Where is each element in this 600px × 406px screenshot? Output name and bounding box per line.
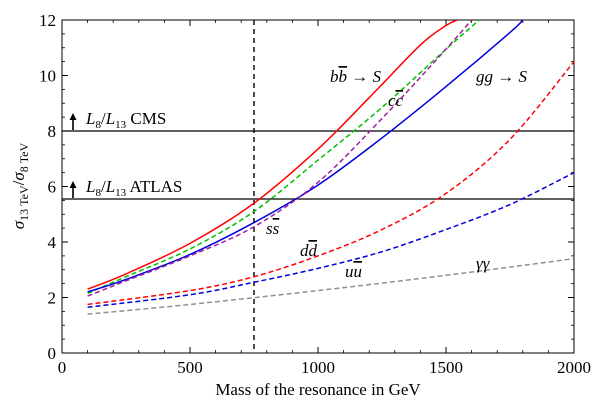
- arrow-head-icon: [69, 181, 77, 188]
- y-tick-label: 4: [48, 233, 57, 252]
- x-axis-label: Mass of the resonance in GeV: [215, 380, 421, 399]
- series-label-dd: dd: [300, 241, 318, 260]
- atlas-reference-label: L8/L13 ATLAS: [69, 177, 182, 199]
- x-tick-label: 0: [58, 358, 67, 377]
- series-line-5: [87, 171, 574, 308]
- series-label-bb-to-s: bb → S: [330, 67, 382, 86]
- y-axis-label: σ13 TeV/σ8 TeV: [9, 142, 31, 229]
- atlas-label-text: L8/L13 ATLAS: [85, 177, 182, 199]
- x-tick-label: 1000: [301, 358, 335, 377]
- series-line-0: [87, 20, 458, 290]
- series-label-ss: ss: [266, 219, 280, 238]
- x-tick-label: 500: [177, 358, 203, 377]
- y-tick-label: 10: [39, 67, 56, 86]
- cms-reference-label: L8/L13 CMS: [69, 109, 166, 131]
- y-tick-label: 6: [48, 178, 57, 197]
- series-label-gg-to-s: gg → S: [476, 67, 528, 86]
- series-label-uu: uu: [345, 262, 362, 281]
- series-line-2: [87, 20, 524, 293]
- y-tick-label: 2: [48, 289, 57, 308]
- tick-labels: 0 500 1000 1500 2000 0 2 4 6 8 10 12: [39, 11, 591, 377]
- x-tick-label: 1500: [429, 358, 463, 377]
- series-line-3: [87, 20, 473, 297]
- y-tick-label: 8: [48, 122, 57, 141]
- cms-label-text: L8/L13 CMS: [85, 109, 166, 131]
- y-tick-label: 12: [39, 11, 56, 30]
- axis-ticks: [61, 19, 575, 354]
- arrow-head-icon: [69, 113, 77, 120]
- series-label-gamma-gamma: γγ: [476, 254, 491, 273]
- series-line-1: [87, 20, 480, 295]
- series-curves: [87, 20, 574, 315]
- series-line-4: [87, 61, 574, 306]
- reference-lines: [62, 20, 574, 353]
- x-tick-label: 2000: [557, 358, 591, 377]
- series-label-cc: cc: [388, 91, 404, 110]
- series-line-6: [87, 257, 574, 315]
- y-tick-label: 0: [48, 344, 57, 363]
